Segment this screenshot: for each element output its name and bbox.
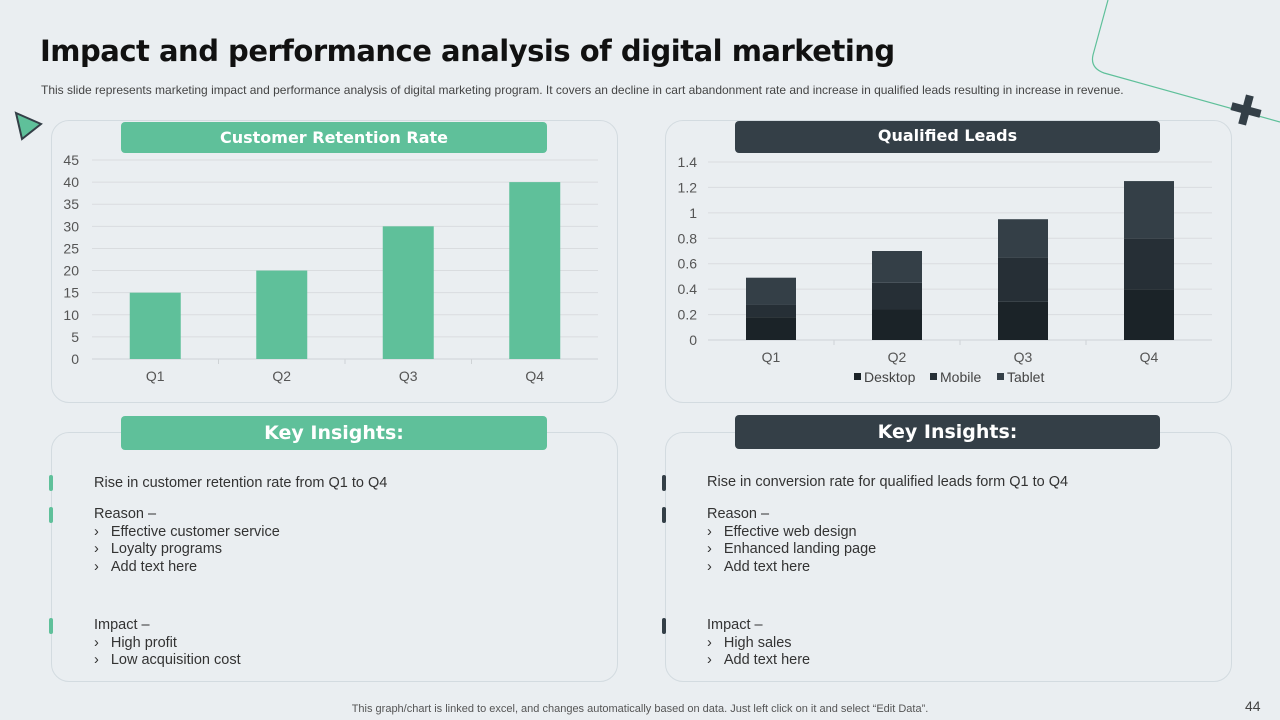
bullet-marker [662, 618, 666, 634]
bar-tablet-q2 [872, 251, 922, 283]
leads-insights-panel [665, 432, 1232, 682]
y-tick-label: 35 [63, 196, 79, 212]
triangle-decoration [14, 111, 43, 141]
x-tick-label: Q1 [762, 349, 781, 365]
x-tick-label: Q2 [272, 368, 291, 384]
reason-heading: Reason – [94, 506, 157, 522]
bar-desktop-q1 [746, 317, 796, 340]
bar-tablet-q3 [998, 219, 1048, 258]
bar-q2 [256, 270, 308, 359]
insight-text: Rise in conversion rate for qualified le… [707, 474, 1069, 490]
bar-mobile-q1 [746, 304, 796, 318]
y-tick-label: 20 [63, 263, 79, 279]
legend-swatch-mobile [930, 373, 937, 380]
slide-subtitle: This slide represents marketing impact a… [41, 83, 1124, 97]
bar-q3 [382, 226, 434, 359]
leads-insights-banner: Key Insights: [735, 415, 1160, 449]
legend-swatch-desktop [854, 373, 861, 380]
slide-title: Impact and performance analysis of digit… [40, 34, 895, 68]
bullet-marker [49, 507, 53, 523]
bullet-chevron: › [94, 541, 99, 557]
impact-heading: Impact – [94, 617, 150, 633]
footer-note: This graph/chart is linked to excel, and… [351, 703, 929, 715]
impact-item: › High sales [707, 635, 792, 651]
impact-item: › Add text here [707, 652, 811, 668]
bullet-marker [662, 507, 666, 523]
y-tick-label: 30 [63, 218, 79, 234]
bar-tablet-q4 [1124, 181, 1174, 239]
legend-label-desktop: Desktop [864, 369, 916, 385]
bullet-chevron: › [94, 524, 99, 540]
bullet-chevron: › [94, 635, 99, 651]
legend-swatch-tablet [997, 373, 1004, 380]
y-tick-label: 40 [63, 174, 79, 190]
bullet-chevron: › [94, 652, 99, 668]
y-tick-label: 1.4 [678, 154, 698, 170]
x-tick-label: Q2 [888, 349, 907, 365]
bar-mobile-q2 [872, 282, 922, 310]
bar-mobile-q3 [998, 257, 1048, 302]
y-tick-label: 45 [63, 152, 79, 168]
y-tick-label: 0.4 [678, 281, 698, 297]
bar-q4 [509, 182, 561, 359]
corner-line-decoration [1091, 0, 1280, 123]
y-tick-label: 15 [63, 285, 79, 301]
plus-decoration [1230, 94, 1262, 126]
y-tick-label: 25 [63, 240, 79, 256]
bar-tablet-q1 [746, 277, 796, 305]
y-tick-label: 10 [63, 307, 79, 323]
bullet-chevron: › [707, 635, 712, 651]
y-tick-label: 1.2 [678, 179, 698, 195]
reason-item: › Effective customer service [94, 524, 280, 540]
bar-q1 [129, 292, 181, 359]
legend-label-tablet: Tablet [1007, 369, 1044, 385]
bullet-chevron: › [707, 541, 712, 557]
bullet-marker [49, 618, 53, 634]
bullet-marker [49, 475, 53, 491]
bullet-chevron: › [707, 559, 712, 575]
x-tick-label: Q1 [146, 368, 165, 384]
y-tick-label: 0.6 [678, 256, 698, 272]
y-tick-label: 0.8 [678, 230, 698, 246]
bar-desktop-q4 [1124, 289, 1174, 340]
y-tick-label: 5 [71, 329, 79, 345]
bullet-chevron: › [707, 524, 712, 540]
reason-item: › Loyalty programs [94, 541, 223, 557]
y-tick-label: 1 [689, 205, 697, 221]
y-tick-label: 0 [71, 351, 79, 367]
y-tick-label: 0.2 [678, 307, 698, 323]
x-tick-label: Q3 [399, 368, 418, 384]
bullet-marker [662, 475, 666, 491]
retention-insights-banner: Key Insights: [121, 416, 547, 450]
bullet-chevron: › [707, 652, 712, 668]
reason-item: › Effective web design [707, 524, 857, 540]
x-tick-label: Q4 [1140, 349, 1159, 365]
bar-desktop-q3 [998, 301, 1048, 340]
bullet-chevron: › [94, 559, 99, 575]
page-number: 44 [1245, 698, 1261, 714]
reason-item: › Add text here [707, 559, 811, 575]
reason-item: › Enhanced landing page [707, 541, 877, 557]
impact-item: › High profit [94, 635, 177, 651]
x-tick-label: Q3 [1014, 349, 1033, 365]
x-tick-label: Q4 [525, 368, 544, 384]
impact-item: › Low acquisition cost [94, 652, 241, 668]
retention-chart-banner: Customer Retention Rate [121, 122, 547, 153]
reason-item: › Add text here [94, 559, 198, 575]
bar-mobile-q4 [1124, 238, 1174, 290]
y-tick-label: 0 [689, 332, 697, 348]
legend-label-mobile: Mobile [940, 369, 981, 385]
leads-chart-banner: Qualified Leads [735, 121, 1160, 153]
bar-desktop-q2 [872, 309, 922, 340]
retention-insights-panel [51, 432, 618, 682]
insight-text: Rise in customer retention rate from Q1 … [94, 475, 388, 491]
impact-heading: Impact – [707, 617, 763, 633]
reason-heading: Reason – [707, 506, 770, 522]
